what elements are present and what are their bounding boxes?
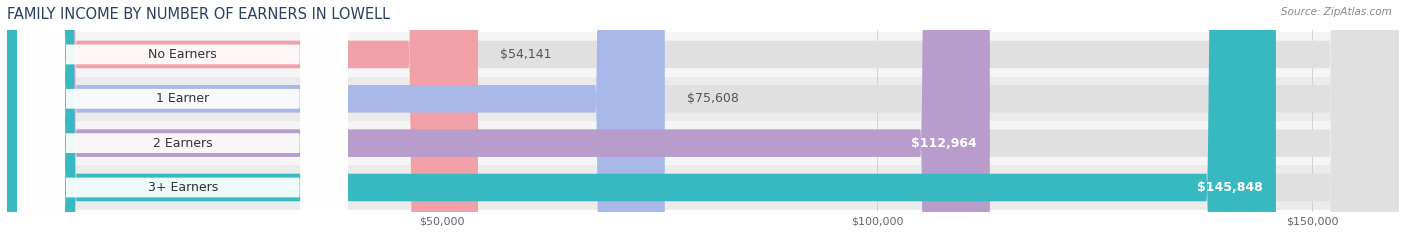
Text: No Earners: No Earners (148, 48, 217, 61)
FancyBboxPatch shape (7, 0, 1399, 233)
Text: 3+ Earners: 3+ Earners (148, 181, 218, 194)
Text: $54,141: $54,141 (499, 48, 551, 61)
FancyBboxPatch shape (7, 0, 990, 233)
Text: FAMILY INCOME BY NUMBER OF EARNERS IN LOWELL: FAMILY INCOME BY NUMBER OF EARNERS IN LO… (7, 7, 389, 22)
FancyBboxPatch shape (17, 0, 349, 233)
FancyBboxPatch shape (17, 0, 349, 233)
Bar (7, 32, 1399, 77)
Bar (7, 121, 1399, 165)
Text: $112,964: $112,964 (911, 137, 977, 150)
Bar (7, 77, 1399, 121)
FancyBboxPatch shape (7, 0, 478, 233)
FancyBboxPatch shape (7, 0, 1399, 233)
Text: 1 Earner: 1 Earner (156, 92, 209, 105)
FancyBboxPatch shape (7, 0, 1399, 233)
FancyBboxPatch shape (17, 0, 349, 233)
FancyBboxPatch shape (17, 0, 349, 233)
Text: Source: ZipAtlas.com: Source: ZipAtlas.com (1281, 7, 1392, 17)
Bar (7, 165, 1399, 210)
Text: $75,608: $75,608 (686, 92, 738, 105)
FancyBboxPatch shape (7, 0, 1399, 233)
Text: $145,848: $145,848 (1197, 181, 1263, 194)
Text: 2 Earners: 2 Earners (153, 137, 212, 150)
FancyBboxPatch shape (7, 0, 1275, 233)
FancyBboxPatch shape (7, 0, 665, 233)
